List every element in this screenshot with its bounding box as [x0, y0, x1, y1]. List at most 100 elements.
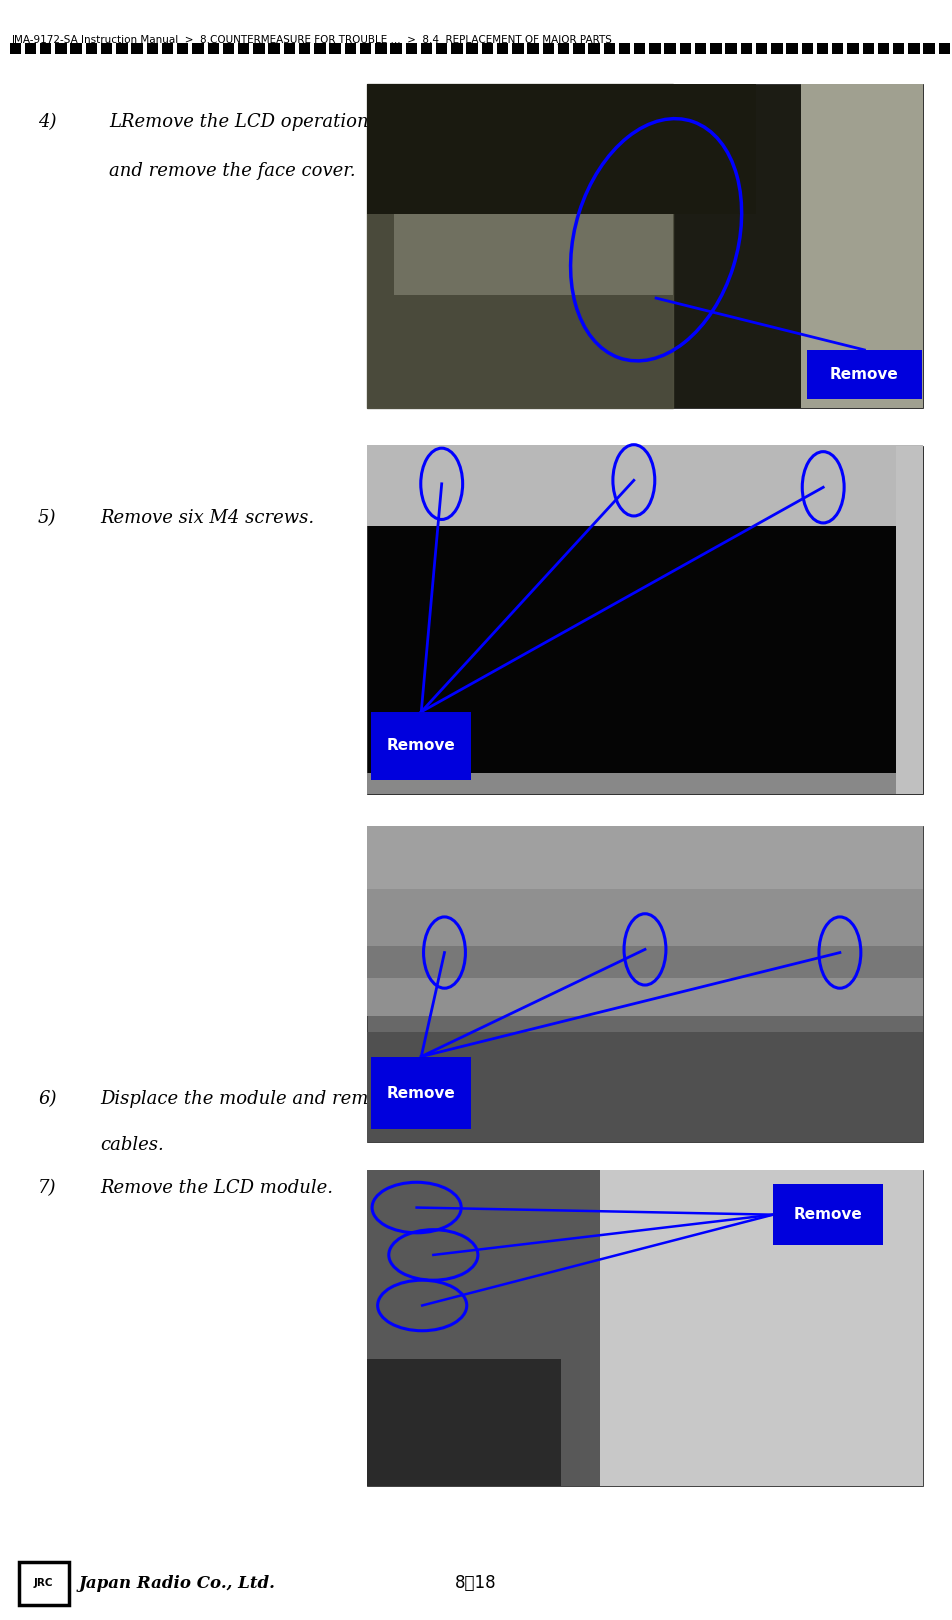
Bar	[147, 42, 158, 55]
Bar	[367, 1170, 601, 1486]
Bar	[771, 42, 783, 55]
Text: Remove: Remove	[387, 739, 456, 753]
Polygon shape	[367, 84, 673, 408]
Bar	[436, 42, 447, 55]
Bar	[268, 42, 280, 55]
Bar	[786, 42, 798, 55]
Bar	[55, 42, 67, 55]
Bar	[25, 42, 36, 55]
Text: JMA-9172-SA Instruction Manual  >  8.COUNTERMEASURE FOR TROUBLE ...  >  8.4  REP: JMA-9172-SA Instruction Manual > 8.COUNT…	[11, 34, 612, 45]
Bar	[573, 42, 585, 55]
Bar	[863, 42, 874, 55]
Bar	[70, 42, 82, 55]
Bar	[367, 826, 923, 1142]
Bar	[908, 42, 920, 55]
Text: 5): 5)	[38, 509, 56, 526]
Bar	[466, 42, 478, 55]
Bar	[802, 42, 813, 55]
Bar	[680, 42, 691, 55]
Bar	[664, 42, 676, 55]
Bar	[512, 42, 524, 55]
Bar	[360, 42, 371, 55]
Bar	[939, 42, 950, 55]
Bar	[695, 42, 706, 55]
Bar	[725, 42, 737, 55]
Bar	[329, 42, 341, 55]
Bar	[192, 42, 204, 55]
Bar	[367, 446, 923, 525]
Text: JRC: JRC	[34, 1578, 53, 1588]
Text: Remove: Remove	[830, 366, 899, 382]
Text: 6): 6)	[38, 1090, 56, 1108]
Text: cables.: cables.	[100, 1136, 164, 1153]
Bar	[345, 42, 356, 55]
Bar	[253, 42, 265, 55]
Text: Japan Radio Co., Ltd.: Japan Radio Co., Ltd.	[79, 1575, 276, 1592]
Bar	[299, 42, 310, 55]
Bar	[741, 42, 752, 55]
Bar	[896, 446, 923, 794]
Bar	[367, 1170, 923, 1486]
Bar	[371, 711, 471, 779]
Bar	[832, 42, 843, 55]
Bar	[394, 149, 673, 295]
Bar	[390, 42, 402, 55]
Text: Remove six M4 screws.: Remove six M4 screws.	[100, 509, 314, 526]
Bar	[773, 1184, 883, 1246]
Bar	[86, 42, 97, 55]
Bar	[314, 42, 326, 55]
Bar	[40, 42, 51, 55]
Bar	[421, 42, 432, 55]
Bar	[807, 350, 922, 399]
Bar	[482, 42, 493, 55]
Bar	[588, 42, 600, 55]
Bar	[10, 42, 21, 55]
Bar	[543, 42, 554, 55]
Bar	[847, 42, 859, 55]
Bar	[131, 42, 143, 55]
Bar	[527, 42, 539, 55]
Bar	[367, 1359, 562, 1486]
Text: Remove: Remove	[793, 1207, 863, 1221]
Text: Remove the LCD module.: Remove the LCD module.	[100, 1179, 333, 1197]
Text: 4): 4)	[38, 113, 56, 131]
Bar	[817, 42, 828, 55]
Bar	[367, 446, 923, 794]
Bar	[923, 42, 935, 55]
Bar	[497, 42, 508, 55]
Text: 7): 7)	[38, 1179, 56, 1197]
Bar	[177, 42, 188, 55]
Text: and remove the face cover.: and remove the face cover.	[109, 162, 356, 180]
Bar	[801, 84, 923, 408]
Text: LRemove the LCD operation circuit cables: LRemove the LCD operation circuit cables	[109, 113, 498, 131]
Bar	[116, 42, 128, 55]
Bar	[223, 42, 234, 55]
Bar	[375, 42, 387, 55]
Bar	[371, 1056, 471, 1129]
Bar	[893, 42, 904, 55]
FancyBboxPatch shape	[19, 1562, 69, 1604]
Text: Remove: Remove	[387, 1085, 456, 1100]
Bar	[101, 42, 112, 55]
Bar	[756, 42, 767, 55]
Text: 8－18: 8－18	[455, 1575, 497, 1592]
Bar	[367, 84, 923, 408]
Bar	[238, 42, 249, 55]
Bar	[367, 946, 923, 978]
Bar	[367, 826, 923, 889]
Bar	[649, 42, 661, 55]
Bar	[558, 42, 569, 55]
Bar	[451, 42, 463, 55]
Text: Displace the module and remove the three: Displace the module and remove the three	[100, 1090, 489, 1108]
Bar	[406, 42, 417, 55]
Bar	[367, 1032, 923, 1142]
Bar	[634, 42, 645, 55]
Bar	[367, 84, 756, 214]
Bar	[162, 42, 173, 55]
Bar	[367, 773, 923, 794]
Bar	[604, 42, 615, 55]
Bar	[367, 889, 923, 1016]
Bar	[208, 42, 219, 55]
Bar	[619, 42, 630, 55]
Bar	[878, 42, 889, 55]
